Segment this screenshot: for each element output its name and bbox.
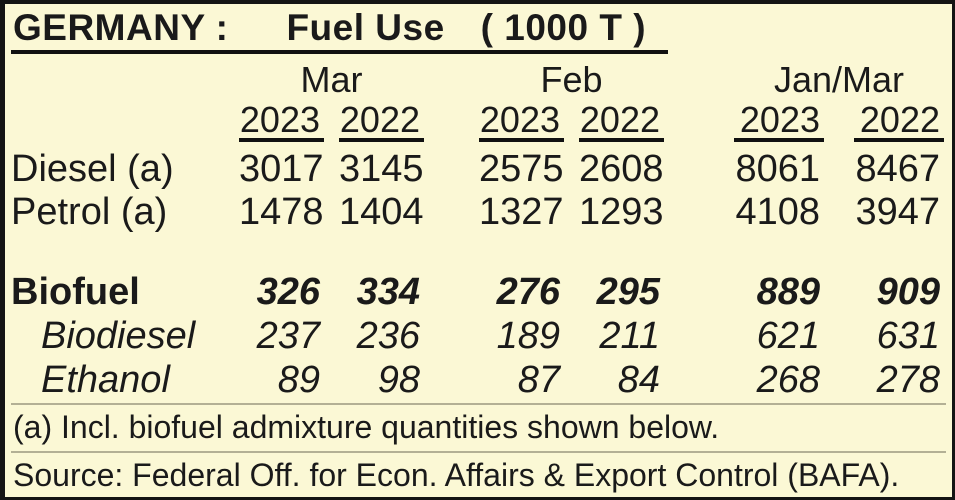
row-label: Diesel (a) (11, 148, 174, 190)
divider (11, 451, 946, 453)
section-gap (11, 234, 946, 270)
cell-value: 889 (756, 271, 820, 313)
cell-value: 3145 (339, 148, 424, 190)
month-header-row: Mar Feb Jan/Mar (11, 58, 946, 102)
year-header: 2022 (579, 102, 664, 142)
cell-value: 237 (256, 315, 320, 357)
year-header: 2022 (854, 102, 944, 142)
cell-value: 84 (617, 359, 660, 401)
cell-value: 2608 (579, 148, 664, 190)
divider (11, 403, 946, 405)
cell-value: 1404 (339, 191, 424, 233)
cell-value: 631 (876, 315, 940, 357)
cell-value: 326 (256, 271, 320, 313)
cell-value: 87 (517, 359, 560, 401)
cell-value: 189 (496, 315, 560, 357)
cell-value: 8467 (855, 148, 940, 190)
row-label: Biodiesel (41, 315, 196, 357)
month-header-janmar: Jan/Mar (773, 59, 905, 100)
year-header-row: 2023 2022 2023 2022 2023 2022 (11, 102, 946, 142)
title-separator: : (215, 7, 229, 48)
title-subject: Fuel Use (286, 7, 445, 48)
row-label: Petrol (a) (11, 191, 168, 233)
month-header-feb: Feb (540, 59, 603, 100)
table-row-petrol: Petrol (a) 1478 1404 1327 1293 4108 3947 (11, 191, 946, 234)
cell-value: 276 (496, 271, 560, 313)
cell-value: 621 (756, 315, 820, 357)
cell-value: 334 (356, 271, 420, 313)
cell-value: 268 (756, 359, 820, 401)
table-row-ethanol: Ethanol 89 98 87 84 268 278 (11, 358, 946, 402)
cell-value: 89 (277, 359, 320, 401)
cell-value: 2575 (479, 148, 564, 190)
cell-value: 1478 (239, 191, 324, 233)
table-row-diesel: Diesel (a) 3017 3145 2575 2608 8061 8467 (11, 148, 946, 191)
report-header: GERMANY : Fuel Use ( 1000 T ) (11, 6, 946, 54)
cell-value: 278 (876, 359, 940, 401)
month-header-mar: Mar (300, 59, 363, 100)
table-row-biodiesel: Biodiesel 237 236 189 211 621 631 (11, 314, 946, 358)
cell-value: 1293 (579, 191, 664, 233)
cell-value: 3017 (239, 148, 324, 190)
source-line: Source: Federal Off. for Econ. Affairs &… (13, 457, 900, 493)
cell-value: 909 (876, 271, 940, 313)
title-unit: ( 1000 T ) (480, 7, 647, 48)
cell-value: 211 (599, 315, 660, 357)
cell-value: 295 (596, 271, 660, 313)
cell-value: 98 (377, 359, 420, 401)
row-label: Ethanol (41, 359, 170, 401)
year-header: 2023 (239, 102, 324, 142)
year-header: 2023 (479, 102, 564, 142)
row-label: Biofuel (11, 271, 140, 313)
year-header: 2022 (339, 102, 424, 142)
page-title: GERMANY : Fuel Use ( 1000 T ) (11, 7, 669, 54)
title-region: GERMANY (13, 7, 206, 48)
year-header: 2023 (734, 102, 824, 142)
footnote-a: (a) Incl. biofuel admixture quantities s… (13, 409, 720, 445)
cell-value: 3947 (855, 191, 940, 233)
cell-value: 4108 (735, 191, 820, 233)
cell-value: 1327 (479, 191, 564, 233)
table-row-biofuel: Biofuel 326 334 276 295 889 909 (11, 270, 946, 314)
cell-value: 236 (356, 315, 420, 357)
cell-value: 8061 (735, 148, 820, 190)
